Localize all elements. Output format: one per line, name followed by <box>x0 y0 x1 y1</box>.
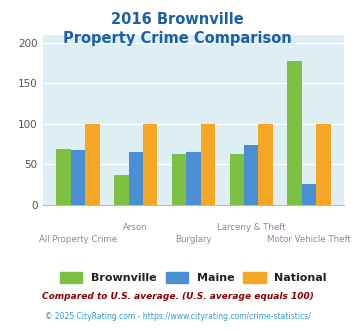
Bar <box>230 153 244 205</box>
Bar <box>302 184 316 205</box>
Text: Larceny & Theft: Larceny & Theft <box>217 223 285 232</box>
Text: Burglary: Burglary <box>175 235 212 244</box>
Bar <box>258 124 273 205</box>
Text: Arson: Arson <box>124 223 148 232</box>
Bar <box>56 149 71 205</box>
Bar <box>201 124 215 205</box>
Bar <box>244 145 258 205</box>
Text: Motor Vehicle Theft: Motor Vehicle Theft <box>267 235 351 244</box>
Bar <box>143 124 157 205</box>
Text: All Property Crime: All Property Crime <box>39 235 117 244</box>
Legend: Brownville, Maine, National: Brownville, Maine, National <box>56 267 331 287</box>
Text: Compared to U.S. average. (U.S. average equals 100): Compared to U.S. average. (U.S. average … <box>42 292 313 301</box>
Bar <box>85 124 100 205</box>
Text: 2016 Brownville: 2016 Brownville <box>111 12 244 26</box>
Bar <box>129 152 143 205</box>
Bar <box>172 153 186 205</box>
Bar <box>71 150 85 205</box>
Bar <box>287 60 302 205</box>
Bar <box>186 152 201 205</box>
Bar <box>316 124 331 205</box>
Text: © 2025 CityRating.com - https://www.cityrating.com/crime-statistics/: © 2025 CityRating.com - https://www.city… <box>45 312 310 321</box>
Bar <box>114 175 129 205</box>
Text: Property Crime Comparison: Property Crime Comparison <box>63 31 292 46</box>
